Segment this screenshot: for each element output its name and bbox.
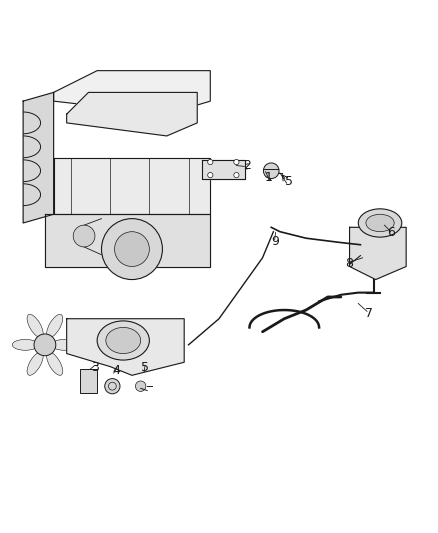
Ellipse shape bbox=[358, 209, 402, 237]
Ellipse shape bbox=[47, 352, 63, 375]
Ellipse shape bbox=[27, 314, 43, 337]
Polygon shape bbox=[45, 214, 210, 266]
Ellipse shape bbox=[106, 327, 141, 353]
Text: 4: 4 bbox=[113, 364, 120, 377]
Text: 3: 3 bbox=[91, 361, 99, 374]
Circle shape bbox=[73, 225, 95, 247]
Ellipse shape bbox=[97, 321, 149, 360]
Circle shape bbox=[102, 219, 162, 279]
Circle shape bbox=[34, 334, 56, 356]
Polygon shape bbox=[67, 92, 197, 136]
Circle shape bbox=[234, 159, 239, 165]
Circle shape bbox=[115, 232, 149, 266]
Text: 7: 7 bbox=[365, 307, 373, 320]
Ellipse shape bbox=[366, 214, 394, 232]
Ellipse shape bbox=[12, 340, 39, 350]
Circle shape bbox=[234, 173, 239, 177]
Circle shape bbox=[208, 159, 213, 165]
Text: 6: 6 bbox=[387, 226, 395, 239]
Ellipse shape bbox=[27, 352, 43, 375]
Polygon shape bbox=[350, 228, 406, 279]
Circle shape bbox=[208, 173, 213, 177]
Polygon shape bbox=[53, 71, 210, 114]
Polygon shape bbox=[201, 160, 245, 180]
Circle shape bbox=[263, 163, 279, 179]
Circle shape bbox=[135, 381, 146, 391]
Polygon shape bbox=[53, 158, 210, 214]
Polygon shape bbox=[23, 92, 53, 223]
Text: 5: 5 bbox=[285, 175, 293, 188]
Polygon shape bbox=[67, 319, 184, 375]
Ellipse shape bbox=[47, 314, 63, 337]
Text: 2: 2 bbox=[244, 159, 251, 172]
Bar bbox=[80, 369, 97, 393]
Ellipse shape bbox=[105, 378, 120, 394]
Text: 1: 1 bbox=[265, 171, 273, 184]
Text: 9: 9 bbox=[271, 235, 279, 248]
Text: 5: 5 bbox=[141, 361, 149, 374]
Text: 8: 8 bbox=[346, 257, 353, 270]
Ellipse shape bbox=[51, 340, 78, 350]
